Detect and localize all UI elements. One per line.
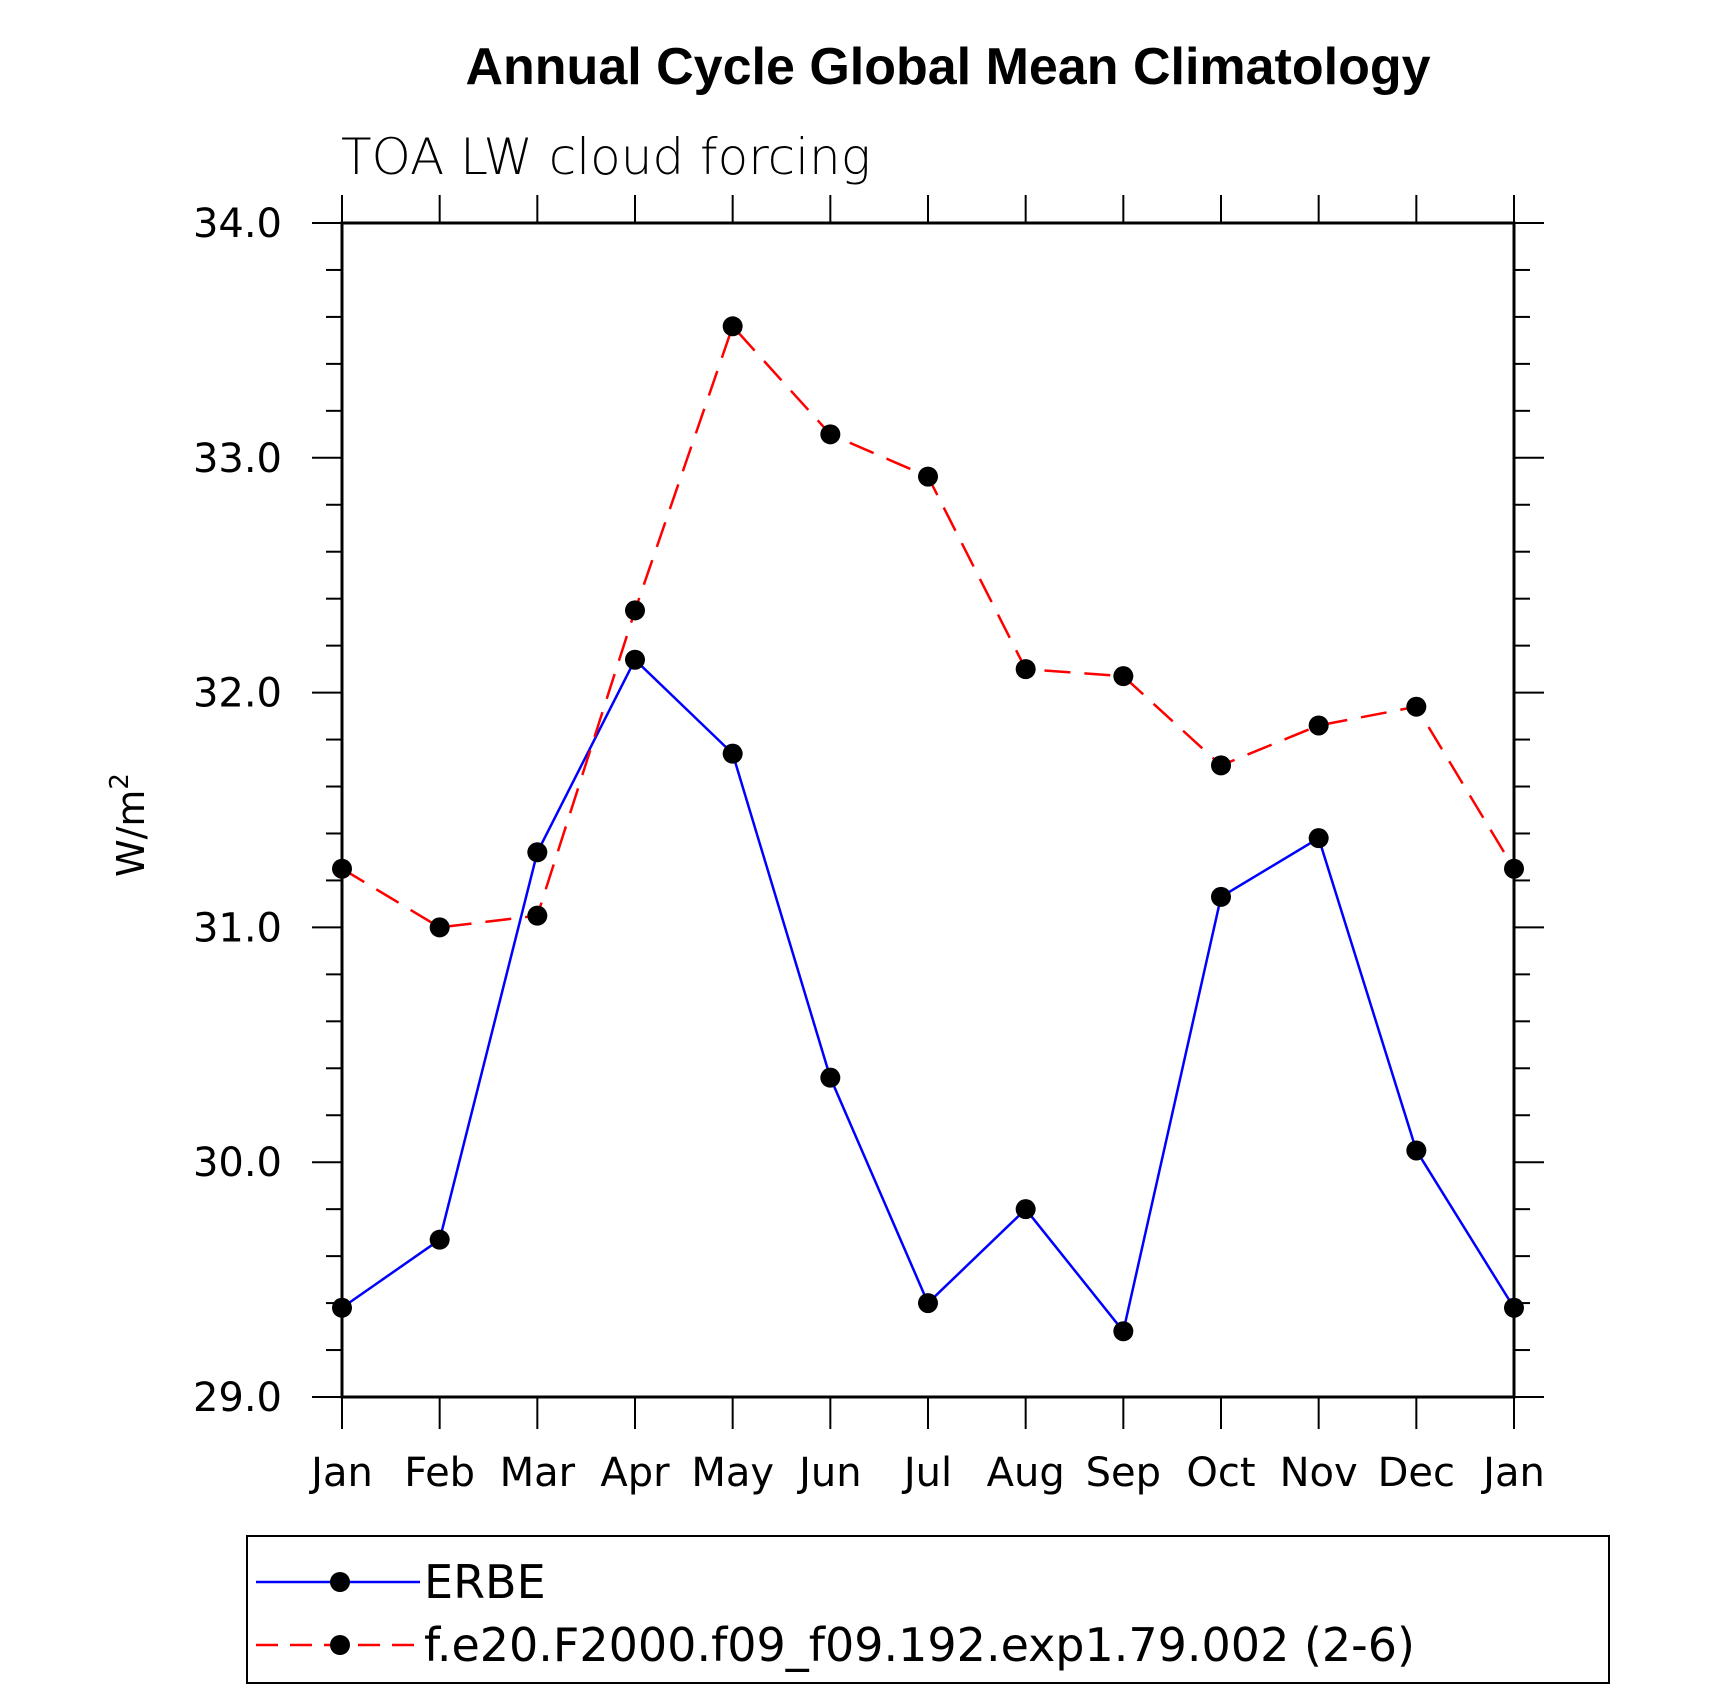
data-point	[722, 316, 743, 337]
legend-marker	[330, 1635, 350, 1655]
series-line-model	[341, 323, 1516, 929]
data-point	[527, 842, 548, 863]
x-tick-label: Aug	[987, 1450, 1065, 1496]
data-point	[1015, 1199, 1036, 1220]
plot-frame	[340, 221, 1516, 1399]
y-tick-label: 34.0	[193, 201, 282, 247]
legend-label: f.e20.F2000.f09_f09.192.exp1.79.002 (2-6…	[424, 1618, 1415, 1672]
x-tick-label: Jul	[901, 1450, 952, 1496]
data-point	[820, 1067, 841, 1088]
x-tick-label: Jun	[796, 1450, 862, 1496]
x-tick-label: Mar	[500, 1450, 576, 1496]
y-axis-label: W/m2	[105, 773, 153, 877]
data-point	[722, 743, 743, 764]
y-axis-label-exponent: 2	[105, 773, 135, 790]
tick-marks	[312, 195, 1544, 1429]
x-tick-labels: Jan Feb Mar Apr May Jun Jul Aug Sep Oct Nov Dec Jan	[308, 1450, 1545, 1496]
y-axis-label-base: W/m	[109, 790, 153, 877]
x-tick-label: Sep	[1086, 1450, 1161, 1496]
x-tick-label: Feb	[404, 1450, 475, 1496]
y-tick-label: 31.0	[193, 905, 282, 951]
data-point	[1211, 886, 1231, 907]
data-point	[1308, 828, 1329, 849]
data-point	[1211, 755, 1231, 776]
y-tick-label: 33.0	[193, 436, 282, 482]
data-point	[1406, 696, 1427, 717]
x-tick-label: May	[691, 1450, 774, 1496]
legend-box	[246, 1535, 1610, 1684]
x-tick-label: Apr	[600, 1450, 670, 1496]
x-tick-label: Jan	[308, 1450, 373, 1496]
legend-marker	[330, 1572, 350, 1592]
data-point	[625, 600, 645, 621]
data-point	[918, 1293, 938, 1314]
y-tick-label: 30.0	[193, 1140, 282, 1186]
y-tick-labels: 29.0 30.0 31.0 32.0 33.0 34.0	[193, 201, 282, 1421]
series-group	[332, 316, 1524, 1342]
x-tick-label: Nov	[1280, 1450, 1358, 1496]
data-point	[527, 905, 548, 926]
data-point	[918, 466, 938, 487]
data-point	[1406, 1140, 1427, 1161]
data-point	[1015, 659, 1036, 680]
data-point	[1113, 1321, 1134, 1342]
data-point	[625, 649, 645, 670]
x-tick-label: Oct	[1186, 1450, 1255, 1496]
chart-title: Annual Cycle Global Mean Climatology	[465, 38, 1430, 96]
legend: ERBE f.e20.F2000.f09_f09.192.exp1.79.002 …	[246, 1535, 1610, 1684]
data-point	[1113, 666, 1134, 687]
y-tick-label: 29.0	[193, 1375, 282, 1421]
x-tick-label: Dec	[1378, 1450, 1455, 1496]
x-tick-label: Jan	[1480, 1450, 1545, 1496]
series-line-erbe	[341, 657, 1516, 1335]
legend-label: ERBE	[424, 1555, 546, 1609]
data-point	[429, 1229, 450, 1250]
y-tick-label: 32.0	[193, 671, 282, 717]
data-point	[1308, 715, 1329, 736]
data-point	[820, 424, 841, 445]
chart-subtitle: TOA LW cloud forcing	[341, 128, 871, 186]
data-point	[429, 917, 450, 938]
